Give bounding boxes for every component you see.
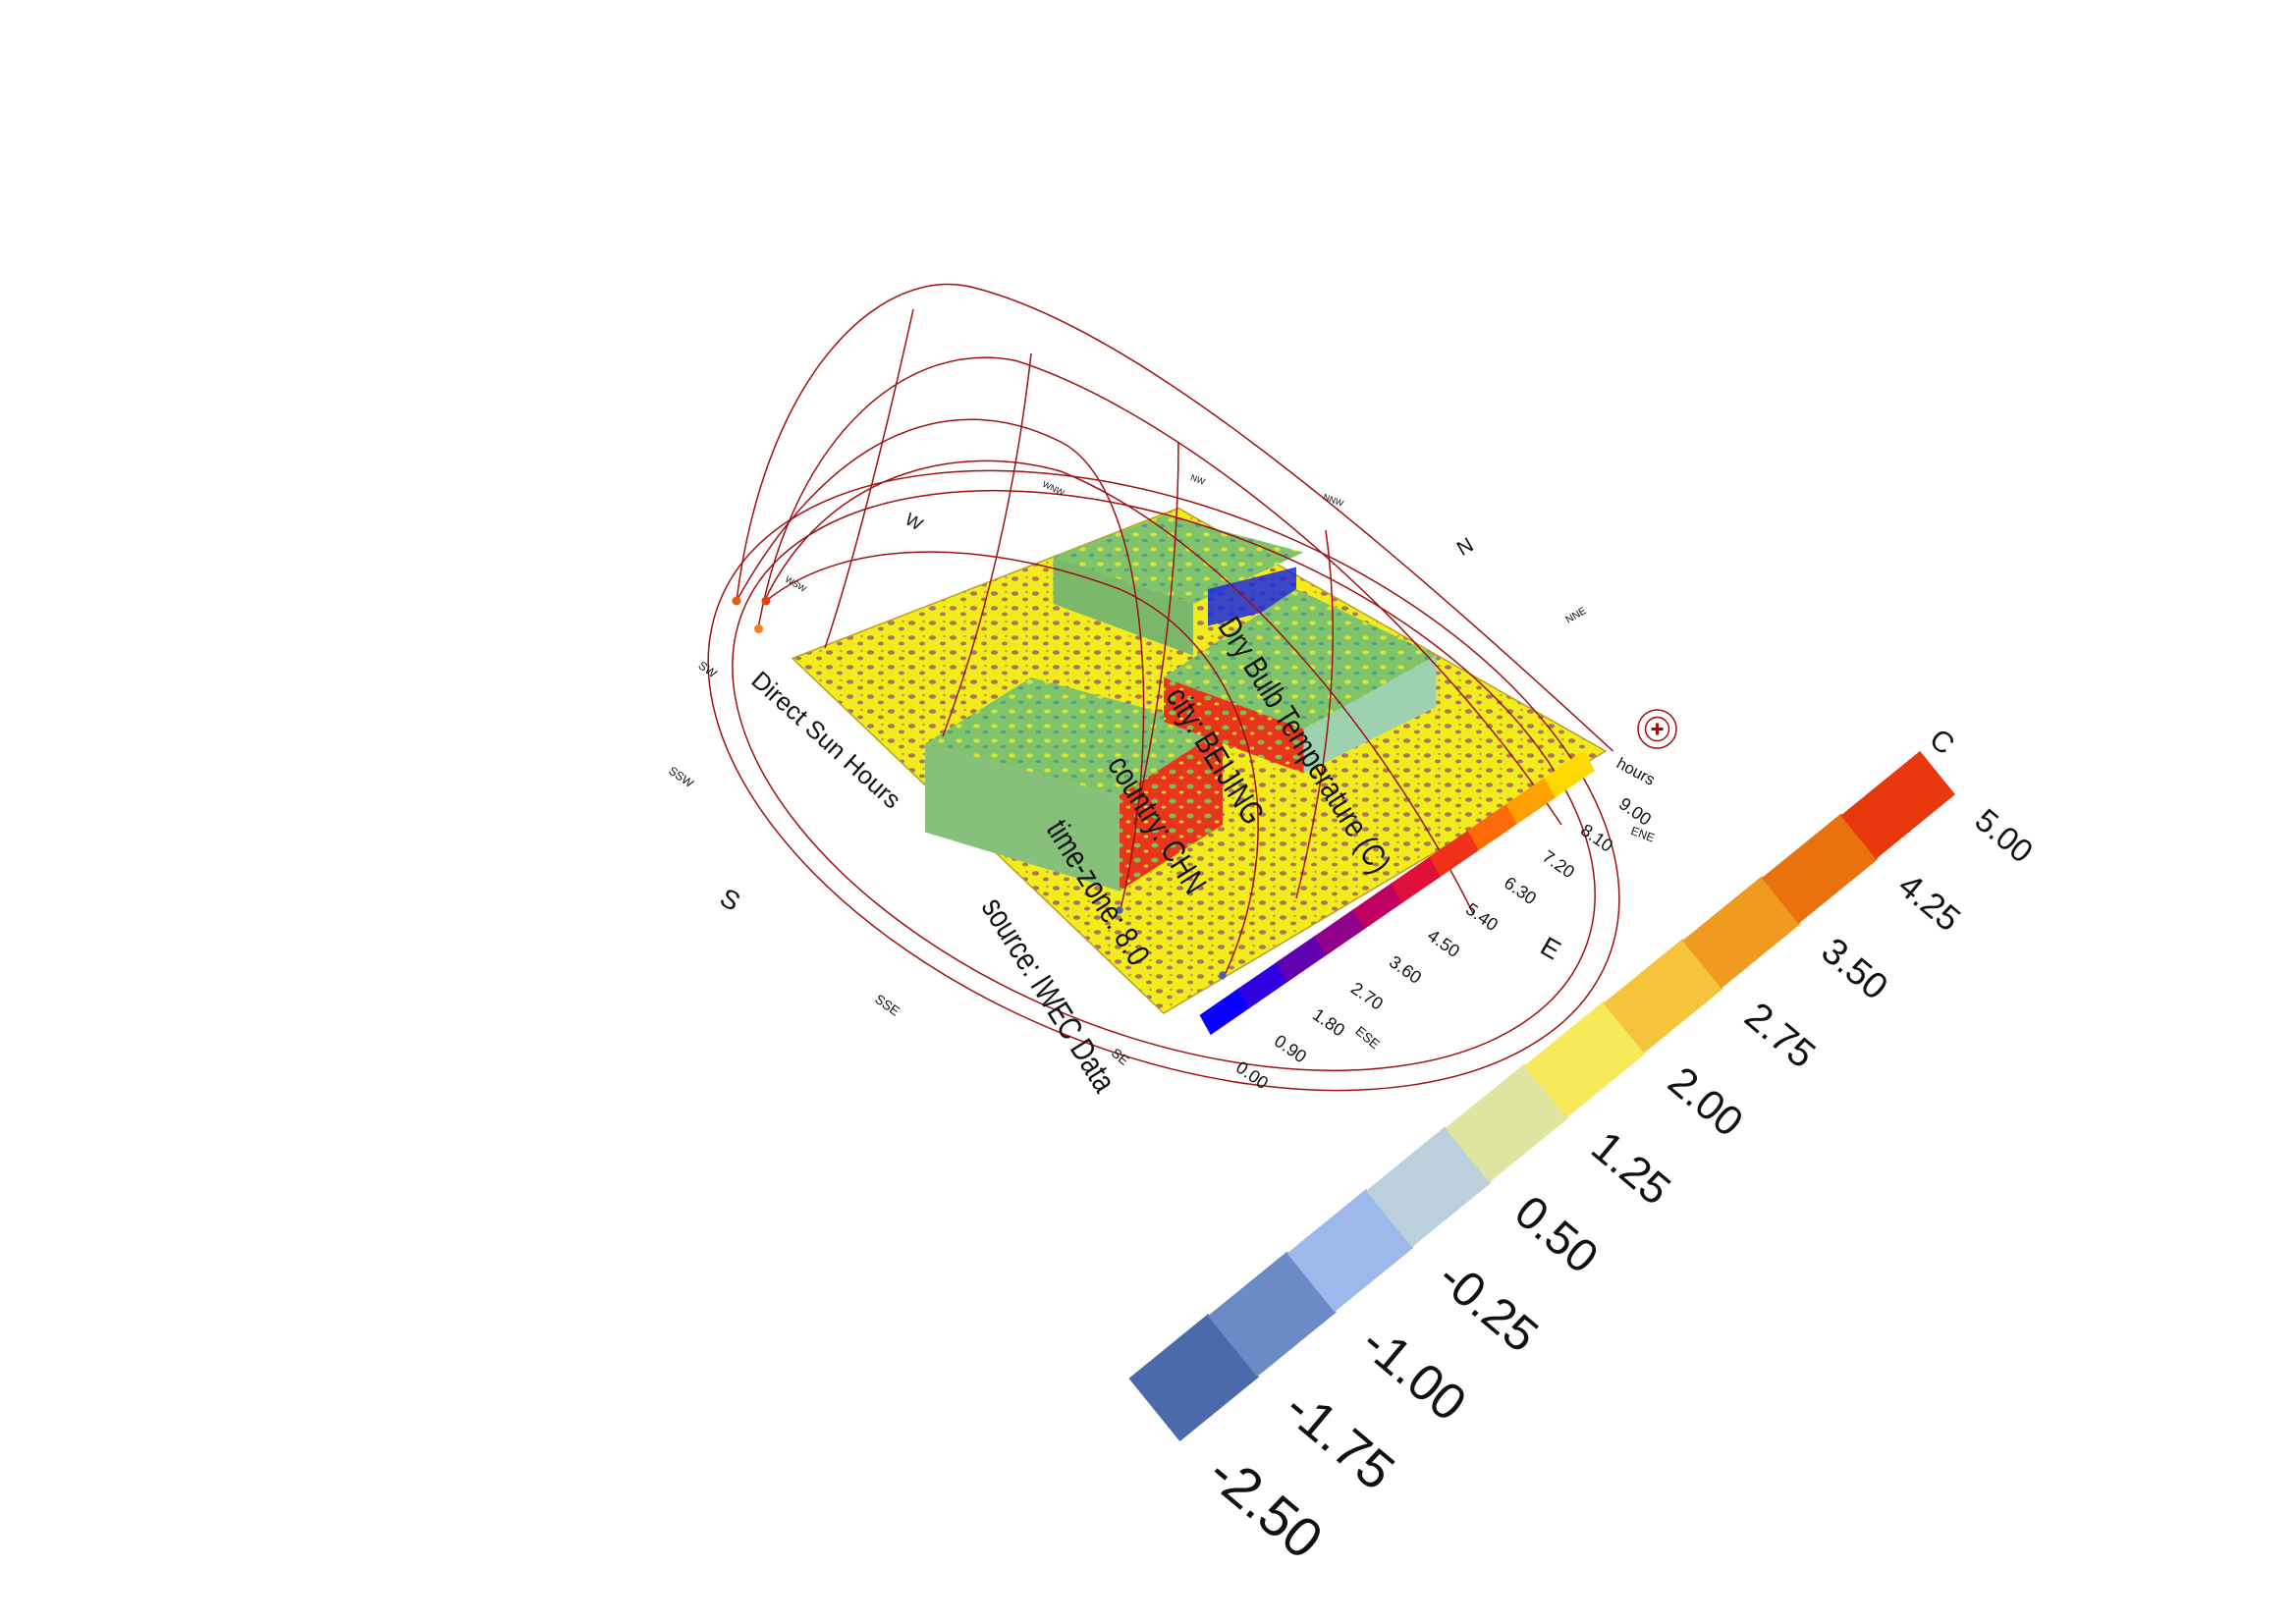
legend-swatch [1207,1251,1337,1378]
legend-label: 1.25 [1582,1121,1680,1215]
compass-label: SSE [872,992,902,1019]
compass-label: E [1536,931,1566,965]
sun-arc [736,283,1614,752]
sun-arc [762,460,1474,914]
sun-arc [736,418,1145,914]
building-side [1120,729,1223,892]
legend-label: 2.00 [1659,1057,1751,1146]
sun-position [754,624,763,633]
sun-position [732,596,741,606]
building-side [1053,557,1193,656]
legend-swatch [1682,876,1801,989]
legend-unit: C [1923,723,1960,761]
legend-swatch [1544,750,1595,798]
building-roof [1164,589,1437,730]
sun-arc [757,356,1562,826]
compass-label: SSW [666,764,696,791]
legend-label: 5.40 [1462,899,1502,935]
legend-swatch [1524,1001,1646,1118]
legend-label: 0.00 [1232,1057,1272,1093]
sun-path-ring [732,489,1596,1072]
legend-swatch [1603,938,1723,1054]
legend-unit: hours [1613,754,1658,788]
legend-label: 0.50 [1504,1186,1608,1284]
legend-swatch [1286,1188,1414,1313]
legend-label: 3.50 [1814,930,1895,1007]
sun-arc [1295,529,1334,899]
sun-position [1219,971,1227,979]
legend-label: -1.75 [1274,1378,1406,1502]
building-side [1164,677,1304,774]
compass-label: N [1453,533,1478,561]
sun-position [761,596,771,606]
sun-arc [824,308,914,649]
sun-arc [1133,441,1179,826]
legend-label: 5.00 [1968,801,2040,870]
mini-compass [1637,709,1677,749]
legend-label: 2.70 [1347,978,1387,1013]
sun-position [1116,906,1123,914]
compass-label: NNE [1563,605,1588,625]
legend-label: 7.20 [1539,846,1578,882]
sun-path-ring [707,469,1620,1092]
legend-label: 3.60 [1386,951,1425,987]
compass-label: SW [696,659,720,681]
mini-compass-ring [1637,709,1677,749]
sun-arc [942,352,1032,737]
legend-label: -1.00 [1350,1314,1476,1433]
legend-label: -2.50 [1196,1441,1335,1572]
legend-label: 9.00 [1615,793,1655,829]
legend-label: 0.90 [1271,1031,1310,1066]
legend-label: 4.50 [1424,926,1463,961]
legend-swatch [1840,750,1956,859]
building-side [925,743,1120,892]
sun-path [707,283,1620,1092]
sun-arc [765,551,1259,980]
legend-label: 6.30 [1501,873,1540,908]
mini-compass-cross [1651,723,1664,735]
legend-swatch [1128,1314,1260,1442]
mini-compass-ring [1644,716,1670,742]
legend-label: 8.10 [1577,820,1616,855]
legend-label: 4.25 [1891,865,1968,939]
legend-label: -0.25 [1428,1249,1549,1363]
legend-swatch [1366,1126,1492,1248]
building-side [1208,567,1296,626]
building-roof [925,677,1223,795]
building-roof [1053,515,1304,604]
compass-label: S [715,883,745,917]
compass-label: ESE [1352,1023,1382,1052]
legend-swatch [1445,1063,1569,1183]
legend-swatch [1761,813,1879,924]
building-side [1303,655,1437,774]
legend-label: 1.80 [1309,1004,1348,1040]
compass-label: W [902,510,926,535]
compass-label: NW [1189,472,1207,487]
legend-label: 2.75 [1736,994,1824,1077]
compass-label: WNW [1041,479,1066,498]
